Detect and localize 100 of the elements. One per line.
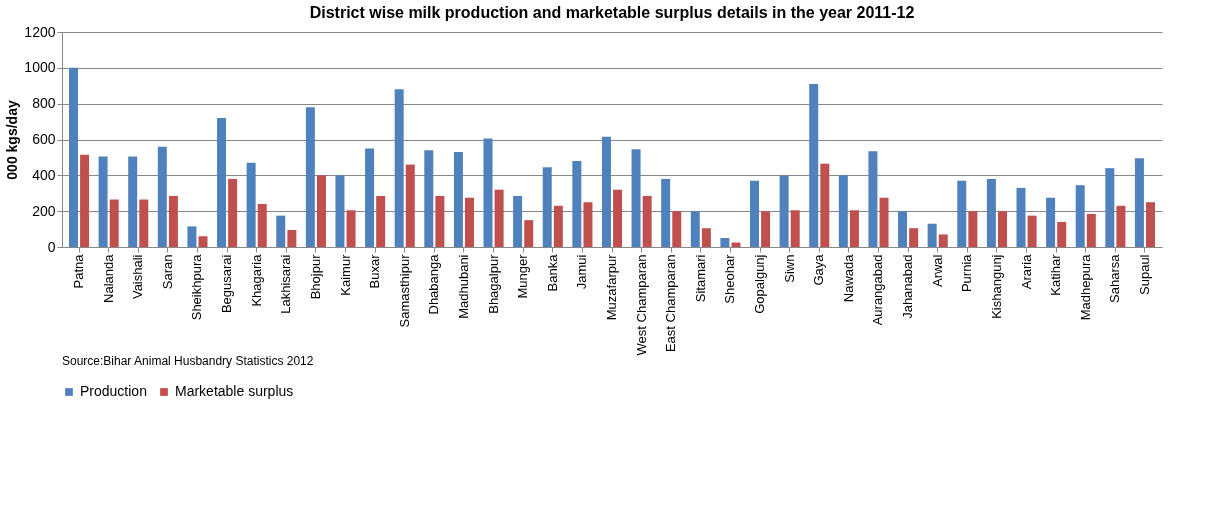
bar xyxy=(246,162,256,247)
bar xyxy=(879,197,889,247)
bar xyxy=(957,180,967,247)
x-tick-label: East Champaran xyxy=(663,254,679,353)
bar xyxy=(927,223,937,247)
x-tick-label: Munger xyxy=(515,253,531,299)
bar xyxy=(938,234,948,247)
x-tick-label: Bhojpur xyxy=(307,253,323,300)
bar xyxy=(435,195,445,247)
bar xyxy=(761,211,771,247)
y-tick-label: 400 xyxy=(32,166,56,183)
x-tick-label: Kaimur xyxy=(337,253,353,296)
bar xyxy=(287,229,297,247)
bar xyxy=(572,161,582,247)
bar xyxy=(80,154,90,247)
bar xyxy=(365,148,375,247)
bar xyxy=(1146,202,1156,247)
legend-label: Marketable surplus xyxy=(175,383,294,399)
x-tick-label: Jahanabad xyxy=(900,254,916,319)
bar xyxy=(1046,197,1056,247)
bar xyxy=(98,156,108,247)
x-tick-label: Begusarai xyxy=(219,254,235,314)
bar xyxy=(701,228,711,247)
x-tick-label: Vaishali xyxy=(130,254,146,300)
bar xyxy=(453,152,463,247)
x-tick-label: Muzafarpur xyxy=(604,253,619,321)
bar xyxy=(1057,221,1067,247)
x-tick-label: Sheohar xyxy=(722,253,738,304)
bar xyxy=(217,118,227,247)
bar xyxy=(168,195,178,247)
bar xyxy=(405,164,415,247)
x-tick-label: Madhubani xyxy=(455,254,471,319)
y-tick-label: 800 xyxy=(32,95,56,112)
bar xyxy=(376,195,386,247)
x-tick-label: Aurangabad xyxy=(870,254,886,326)
x-tick-label: Gopalgunj xyxy=(752,254,768,314)
y-tick-label: 0 xyxy=(47,238,56,255)
bar xyxy=(198,236,208,247)
bar xyxy=(1116,205,1126,247)
bar xyxy=(790,210,800,247)
bar xyxy=(68,67,78,247)
bar xyxy=(868,151,878,247)
bar xyxy=(424,150,434,247)
y-tick-label: 1000 xyxy=(24,59,56,76)
source-note: Source:Bihar Animal Husbandry Statistics 2012 xyxy=(62,354,314,368)
bar xyxy=(257,204,267,247)
bar xyxy=(1075,185,1085,247)
bar xyxy=(1016,187,1026,247)
bar xyxy=(601,136,611,247)
bar xyxy=(157,146,167,247)
bar xyxy=(1086,213,1096,247)
bar xyxy=(305,107,315,247)
bar xyxy=(661,178,671,247)
bar xyxy=(542,167,552,247)
bar xyxy=(631,149,641,247)
bar xyxy=(1134,158,1144,247)
bar xyxy=(909,228,919,247)
x-tick-label: Saharsa xyxy=(1107,253,1123,303)
x-tick-label: Samasthipur xyxy=(396,253,412,328)
x-tick-label: Lakhisarai xyxy=(278,254,294,314)
bar xyxy=(898,211,908,247)
x-tick-label: Supaul xyxy=(1136,254,1152,295)
bar xyxy=(483,138,493,247)
bar xyxy=(109,199,119,247)
bar xyxy=(128,156,138,247)
x-tick-label: West Champaran xyxy=(633,254,649,356)
bar xyxy=(779,175,789,247)
x-tick-label: Sitamari xyxy=(692,254,708,303)
bar xyxy=(553,205,563,247)
y-tick-label: 600 xyxy=(32,131,56,147)
x-tick-label: Siwn xyxy=(781,254,797,283)
y-tick-label: 1200 xyxy=(24,23,56,40)
x-tick-label: Madhepura xyxy=(1077,253,1093,321)
x-tick-label: Gaya xyxy=(811,253,827,286)
bar xyxy=(394,89,404,247)
x-tick-label: Katihar xyxy=(1048,253,1064,296)
bar xyxy=(346,210,356,247)
bar xyxy=(986,178,996,247)
bar xyxy=(139,199,149,247)
bar xyxy=(187,226,197,247)
bar xyxy=(513,195,523,247)
bar xyxy=(672,211,682,247)
bar xyxy=(316,175,326,247)
x-tick-label: Khagaria xyxy=(248,253,264,307)
bar xyxy=(731,242,741,247)
bar xyxy=(849,210,859,247)
bar xyxy=(583,202,593,247)
bar xyxy=(1105,168,1115,247)
x-tick-label: Araria xyxy=(1018,253,1034,290)
bar xyxy=(613,189,623,247)
chart-title: District wise milk production and marketable surplus details in the year 2011-12 xyxy=(309,4,915,21)
bar xyxy=(997,211,1007,247)
bar xyxy=(642,195,652,247)
y-tick-label: 200 xyxy=(32,202,56,219)
y-axis-title: 000 kgs/day xyxy=(4,100,21,180)
x-tick-label: Purnia xyxy=(959,253,975,293)
x-tick-label: Nawada xyxy=(840,253,856,303)
bar xyxy=(335,175,345,247)
bar xyxy=(494,189,504,247)
bar xyxy=(809,83,819,247)
